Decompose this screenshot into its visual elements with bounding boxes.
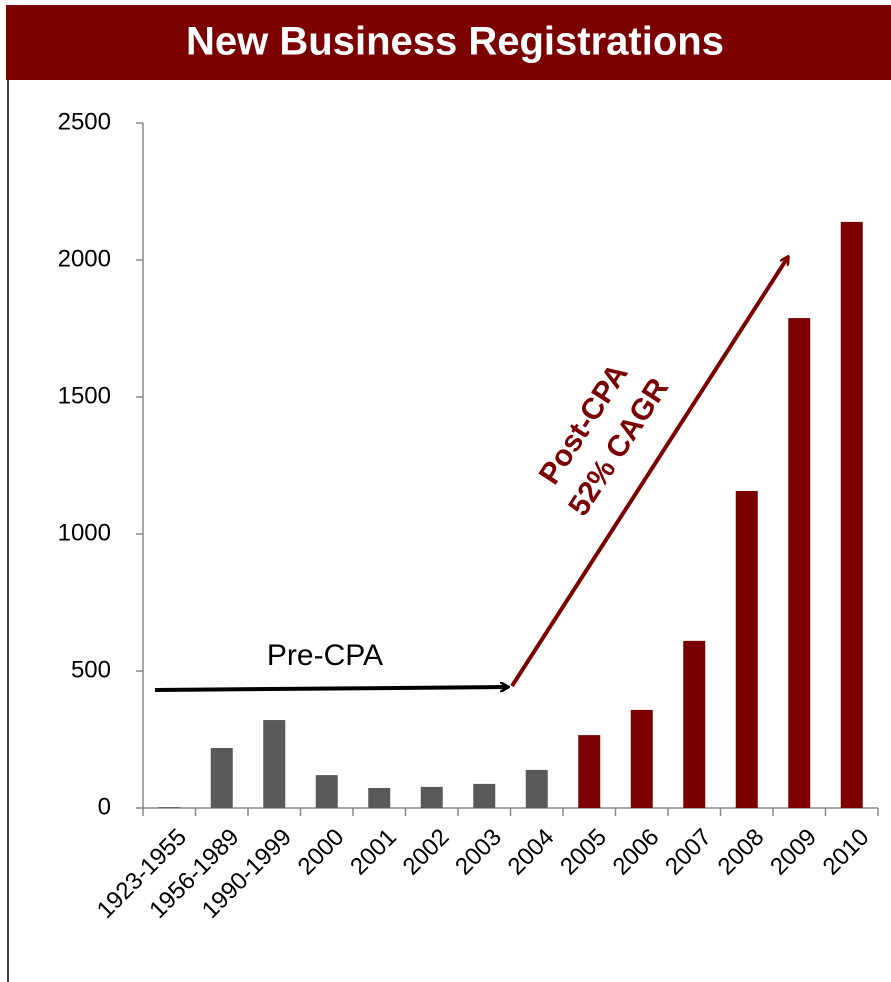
bar [158, 807, 181, 808]
x-tick-label: 2004 [503, 824, 560, 881]
bar [735, 490, 758, 808]
annotation: Pre-CPA [267, 639, 383, 672]
bar [263, 720, 286, 808]
post-cpa-arrow [510, 257, 788, 688]
bar [210, 747, 233, 808]
y-tick-label: 0 [98, 793, 111, 820]
bar [840, 221, 863, 808]
x-tick-label: 2006 [608, 824, 665, 881]
bar [420, 786, 443, 808]
x-tick-label: 2010 [818, 824, 875, 881]
bar [630, 709, 653, 808]
x-tick-label: 2000 [293, 824, 350, 881]
bar [473, 783, 496, 808]
bar [788, 318, 811, 808]
pre-cpa-arrow [154, 687, 508, 690]
title-banner [6, 5, 891, 80]
y-tick-label: 2500 [58, 108, 111, 135]
y-tick-label: 1500 [58, 382, 111, 409]
bar [368, 787, 391, 808]
x-tick-label: 2003 [450, 824, 507, 881]
x-tick-label: 2005 [555, 824, 612, 881]
x-tick-label: 2009 [765, 824, 822, 881]
y-tick-label: 2000 [58, 245, 111, 272]
chart-title: New Business Registrations [186, 20, 724, 64]
bar [683, 640, 706, 808]
bar [315, 775, 338, 808]
y-tick-label: 1000 [58, 519, 111, 546]
x-tick-label: 2008 [713, 824, 770, 881]
y-tick-label: 500 [71, 656, 111, 683]
x-tick-label: 2007 [660, 824, 717, 881]
bar [578, 735, 601, 808]
x-tick-label: 2001 [345, 824, 402, 881]
x-tick-label: 2002 [398, 824, 455, 881]
bar [525, 769, 548, 808]
